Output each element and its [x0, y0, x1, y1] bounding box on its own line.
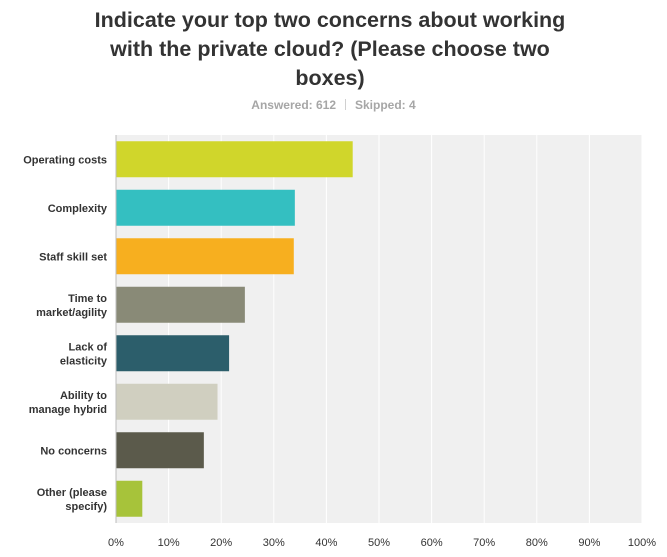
x-tick-label: 40%	[315, 537, 337, 549]
category-label: No concerns	[40, 445, 107, 457]
bar[interactable]	[116, 141, 353, 178]
category-label: Ability to manage hybrid	[29, 390, 108, 416]
tick-labels: 0% 10% 20% 30% 40% 50% 60% 70% 80% 90% 100%	[108, 537, 656, 549]
bars	[116, 141, 353, 517]
stats-divider	[345, 99, 346, 110]
answered-count: Answered: 612	[251, 98, 336, 112]
x-tick-label: 0%	[108, 537, 124, 549]
x-tick-label: 60%	[421, 537, 443, 549]
category-labels: Operating costs Complexity Staff skill set…	[23, 154, 108, 513]
x-tick-label: 10%	[158, 537, 180, 549]
chart-title: Indicate your top two concerns about wor…	[94, 8, 566, 90]
response-stats: Answered: 612 Skipped: 4	[0, 98, 667, 112]
category-label: Other (please specify)	[37, 487, 108, 513]
x-tick-label: 80%	[526, 537, 548, 549]
x-tick-label: 100%	[628, 537, 656, 549]
category-label: Staff skill set	[39, 251, 107, 263]
x-tick-label: 30%	[263, 537, 285, 549]
bar[interactable]	[116, 480, 143, 517]
bar[interactable]	[116, 238, 294, 275]
category-label: Operating costs	[23, 154, 107, 166]
bar[interactable]	[116, 335, 230, 372]
x-tick-label: 90%	[578, 537, 600, 549]
x-tick-label: 70%	[473, 537, 495, 549]
x-tick-label: 50%	[368, 537, 390, 549]
bar[interactable]	[116, 286, 245, 323]
x-tick-label: 20%	[210, 537, 232, 549]
bar[interactable]	[116, 383, 218, 420]
category-label: Complexity	[48, 203, 108, 215]
bar[interactable]	[116, 189, 295, 226]
skipped-count: Skipped: 4	[355, 98, 416, 112]
bar[interactable]	[116, 432, 204, 469]
category-label: Time to market/agility	[36, 293, 108, 319]
category-label: Lack of elasticity	[60, 341, 108, 367]
